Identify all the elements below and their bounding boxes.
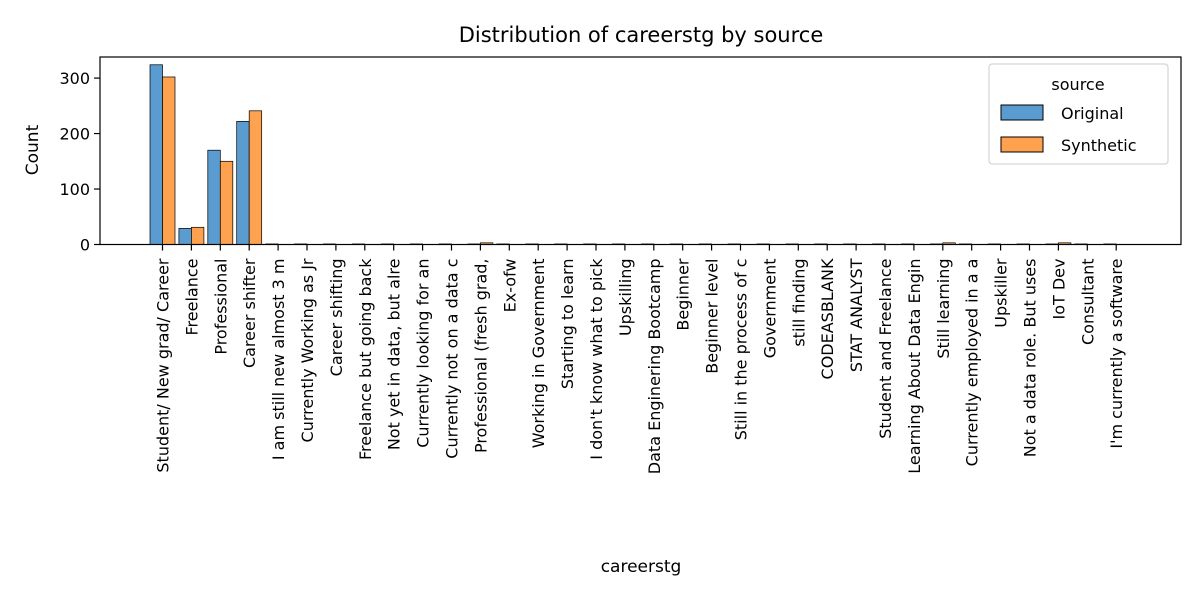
- y-tick-label: 200: [59, 125, 90, 144]
- x-tick-label: Working in Government: [529, 259, 548, 449]
- x-tick-label: Still learning: [934, 259, 953, 359]
- x-tick-label: Not a data role. But uses: [1021, 259, 1040, 458]
- x-tick-label: Student and Freelance: [876, 259, 895, 439]
- x-tick-label: Data Enginering Bootcamp: [645, 259, 664, 475]
- x-tick-label: I am still new almost 3 m: [269, 259, 288, 461]
- y-axis-label: Count: [23, 124, 43, 175]
- x-tick-label: Upskilling: [616, 259, 635, 337]
- x-tick-label: Consultant: [1078, 259, 1097, 346]
- x-tick-label: I'm currently a software: [1107, 259, 1126, 449]
- legend-title: source: [1051, 75, 1104, 94]
- bar-synthetic-2: [219, 160, 234, 245]
- y-tick-label: 100: [59, 180, 90, 199]
- x-tick-label: Career shifting: [327, 259, 346, 377]
- y-axis: 0 100 200 300: [59, 69, 100, 255]
- plot-area-frame: [99, 56, 1182, 246]
- bar-synthetic-1: [191, 226, 205, 245]
- x-axis: Student/ New grad/ Career Freelance Profes…: [154, 244, 1126, 475]
- chart-title: Distribution of careerstg by source: [459, 23, 824, 47]
- legend-label-synthetic: Synthetic: [1061, 136, 1137, 155]
- x-tick-label: Learning About Data Engin: [905, 259, 924, 474]
- bar-original-3: [236, 120, 250, 245]
- x-tick-label: Professional: [211, 259, 230, 355]
- bar-synthetic-3: [248, 110, 263, 245]
- x-tick-label: I don't know what to pick: [587, 258, 606, 460]
- legend-swatch-original: [1000, 104, 1044, 121]
- x-tick-label: Not yet in data, but alre: [385, 259, 404, 451]
- x-tick-label: Currently not on a data c: [443, 259, 462, 459]
- x-tick-label: Student/ New grad/ Career: [154, 258, 173, 473]
- x-tick-label: Currently Working as Jr: [298, 258, 317, 442]
- x-tick-label: still finding: [789, 259, 808, 347]
- legend: source Original Synthetic: [988, 63, 1169, 165]
- x-tick-label: Professional (fresh grad,: [471, 259, 490, 454]
- x-tick-label: Beginner: [674, 258, 693, 331]
- x-tick-label: Currently looking for an: [414, 258, 433, 447]
- x-tick-label: Upskiller: [992, 258, 1011, 328]
- x-tick-label: Government: [760, 259, 779, 359]
- x-tick-label: Freelance: [182, 259, 201, 336]
- bar-synthetic-0: [162, 76, 176, 245]
- y-tick-label: 0: [80, 236, 90, 255]
- x-tick-label: Currently employed in a a: [963, 258, 982, 466]
- x-tick-label: Beginner level: [703, 259, 722, 374]
- bar-original-1: [178, 228, 192, 245]
- x-axis-label: careerstg: [601, 557, 682, 577]
- bars-layer: [149, 64, 1117, 245]
- x-tick-label: Still in the process of c: [732, 259, 751, 441]
- x-tick-label: CODEASBLANK: [818, 258, 837, 379]
- y-tick-label: 300: [59, 69, 90, 88]
- legend-swatch-synthetic: [1000, 136, 1044, 153]
- x-tick-label: Freelance but going back: [356, 258, 375, 460]
- x-tick-label: Ex-ofw: [500, 259, 519, 313]
- x-tick-label: Starting to learn: [558, 259, 577, 390]
- x-tick-label: Career shifter: [240, 258, 259, 368]
- x-tick-label: STAT ANALYST: [847, 258, 866, 372]
- bar-original-2: [207, 149, 221, 245]
- legend-label-original: Original: [1061, 104, 1124, 123]
- x-tick-label: IoT Dev: [1049, 259, 1068, 320]
- bar-original-0: [149, 64, 163, 245]
